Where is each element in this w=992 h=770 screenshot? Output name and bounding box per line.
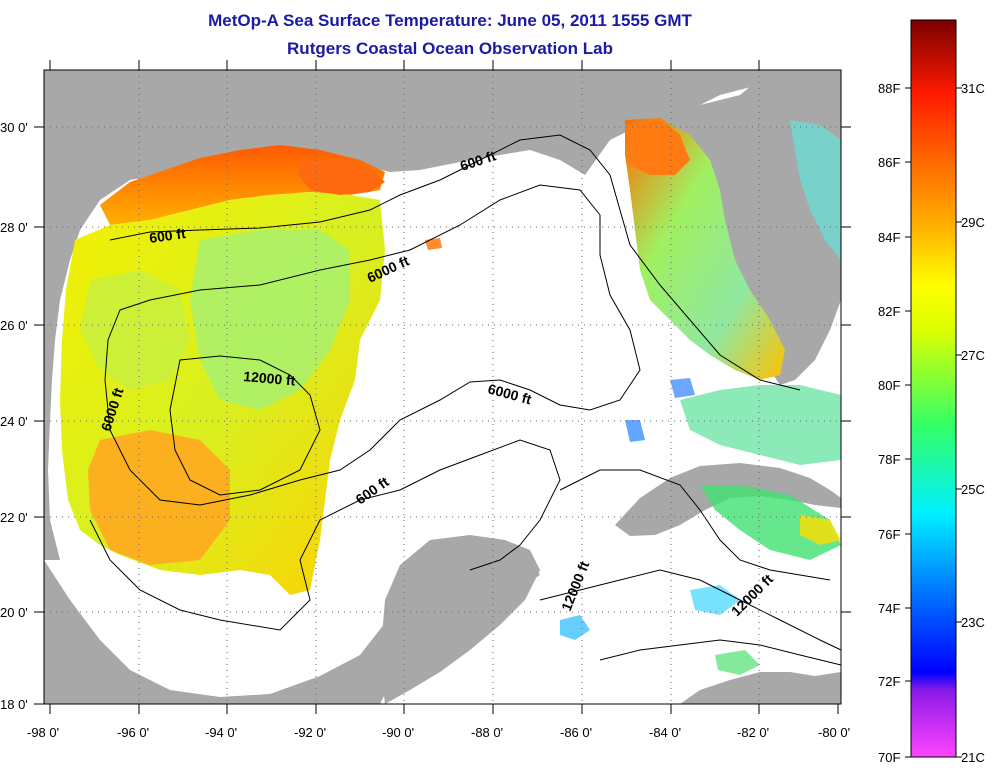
bathymetry-contours <box>89 134 842 666</box>
lon-tick-label: -80 0' <box>818 725 850 740</box>
colorbar-f-label: 72F <box>878 674 900 689</box>
colorbar-c-label: 25C <box>961 482 985 497</box>
lon-tick-label: -96 0' <box>117 725 149 740</box>
colorbar-f-label: 76F <box>878 527 900 542</box>
colorbar: 88F 86F 84F 82F 80F 78F 76F 74F 72F 70F … <box>878 19 985 765</box>
colorbar-c-label: 23C <box>961 615 985 630</box>
map-subtitle: Rutgers Coastal Ocean Observation Lab <box>287 39 613 58</box>
colorbar-gradient <box>910 19 957 758</box>
colorbar-f-label: 70F <box>878 750 900 765</box>
contour-600ft <box>109 134 801 391</box>
colorbar-f-label: 78F <box>878 452 900 467</box>
colorbar-c-label: 27C <box>961 348 985 363</box>
axis-ticks <box>34 60 851 714</box>
lon-tick-label: -82 0' <box>737 725 769 740</box>
lon-tick-label: -84 0' <box>649 725 681 740</box>
lon-tick-label: -94 0' <box>205 725 237 740</box>
colorbar-f-label: 80F <box>878 378 900 393</box>
contour-12000ft-east <box>559 469 831 581</box>
lon-tick-label: -98 0' <box>27 725 59 740</box>
contour-label: 12000 ft <box>243 368 297 389</box>
lat-tick-label: 28 0' <box>0 220 28 235</box>
lat-tick-label: 18 0' <box>0 697 28 712</box>
latitude-labels: 30 0' 28 0' 26 0' 24 0' 22 0' 20 0' 18 0… <box>0 120 28 712</box>
contour-12000ft <box>169 355 321 496</box>
colorbar-c-label: 21C <box>961 750 985 765</box>
colorbar-f-label: 74F <box>878 601 900 616</box>
map-title: MetOp-A Sea Surface Temperature: June 05… <box>208 11 692 30</box>
colorbar-f-label: 84F <box>878 230 900 245</box>
lon-tick-label: -90 0' <box>382 725 414 740</box>
colorbar-f-label: 82F <box>878 304 900 319</box>
map-frame <box>43 69 842 705</box>
land-masses <box>44 70 841 704</box>
lat-tick-label: 22 0' <box>0 510 28 525</box>
contour-caribbean-2 <box>599 639 842 666</box>
contour-600ft-south <box>89 439 561 631</box>
lat-tick-label: 20 0' <box>0 605 28 620</box>
lon-tick-label: -86 0' <box>560 725 592 740</box>
contour-caribbean <box>539 569 842 651</box>
longitude-labels: -98 0' -96 0' -94 0' -92 0' -90 0' -88 0… <box>27 725 850 740</box>
contour-6000ft <box>104 184 641 506</box>
graticule <box>44 70 841 704</box>
colorbar-f-label: 86F <box>878 155 900 170</box>
colorbar-c-label: 31C <box>961 81 985 96</box>
lat-tick-label: 26 0' <box>0 318 28 333</box>
sst-data-layer <box>60 118 841 675</box>
lon-tick-label: -92 0' <box>294 725 326 740</box>
colorbar-f-label: 88F <box>878 81 900 96</box>
contour-label: 600 ft <box>148 225 187 246</box>
lat-tick-label: 24 0' <box>0 414 28 429</box>
colorbar-c-label: 29C <box>961 215 985 230</box>
lat-tick-label: 30 0' <box>0 120 28 135</box>
lon-tick-label: -88 0' <box>471 725 503 740</box>
